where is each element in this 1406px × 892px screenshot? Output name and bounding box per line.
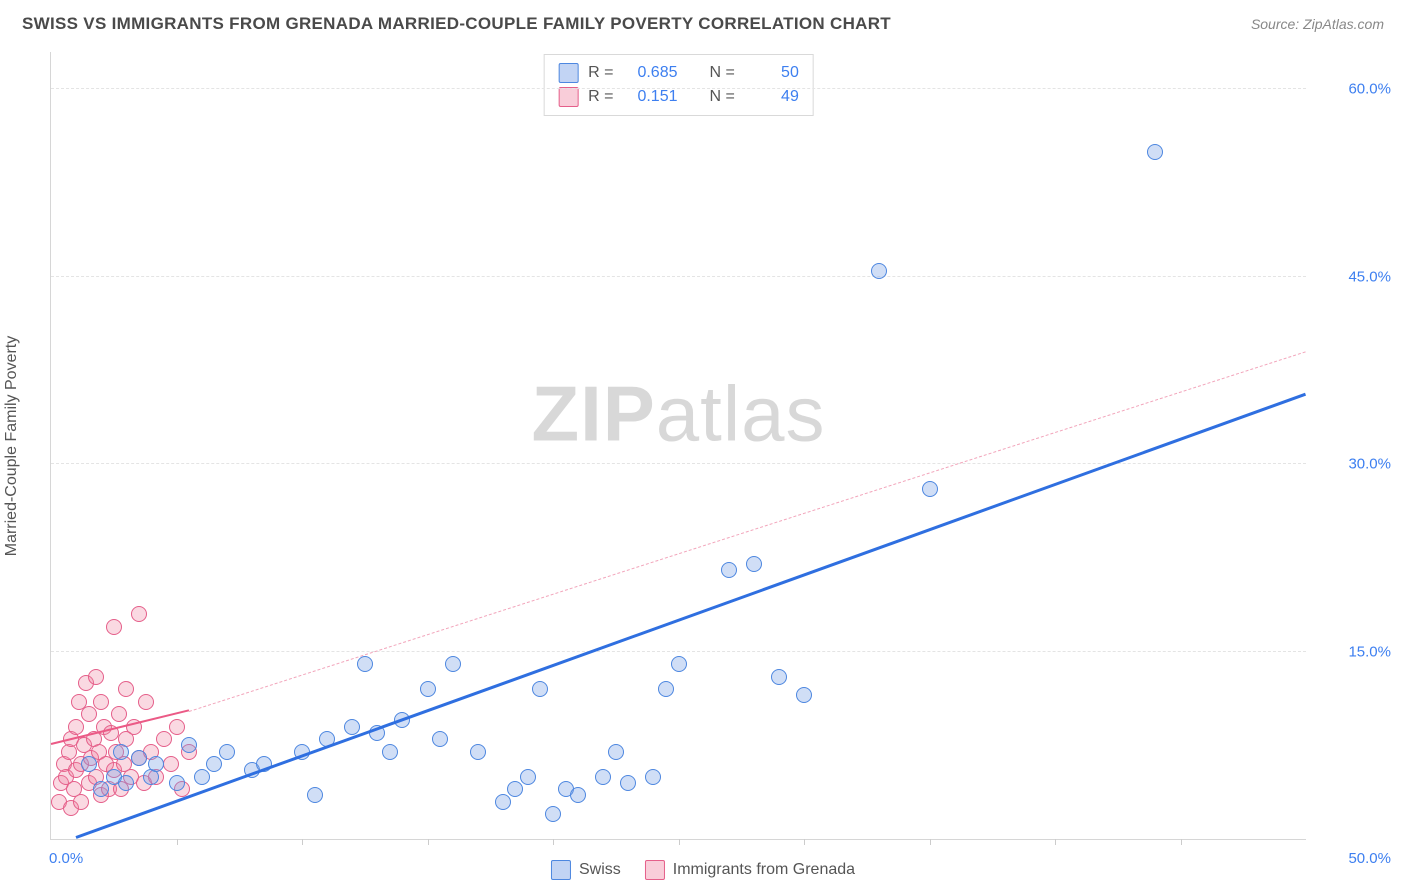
data-point xyxy=(194,769,210,785)
gridline xyxy=(51,276,1306,277)
legend-row-swiss: R = 0.685 N = 50 xyxy=(558,61,799,85)
x-minor-tick xyxy=(679,839,680,845)
data-point xyxy=(520,769,536,785)
x-minor-tick xyxy=(428,839,429,845)
data-point xyxy=(545,806,561,822)
data-point xyxy=(111,706,127,722)
source-attribution: Source: ZipAtlas.com xyxy=(1251,16,1384,32)
data-point xyxy=(156,731,172,747)
x-minor-tick xyxy=(804,839,805,845)
data-point xyxy=(420,681,436,697)
legend-item-swiss: Swiss xyxy=(551,860,621,880)
data-point xyxy=(148,756,164,772)
data-point xyxy=(113,744,129,760)
x-axis-max: 50.0% xyxy=(1316,850,1391,867)
data-point xyxy=(131,750,147,766)
swatch-pink xyxy=(558,87,578,107)
data-point xyxy=(1147,144,1163,160)
x-minor-tick xyxy=(1181,839,1182,845)
data-point xyxy=(106,619,122,635)
data-point xyxy=(645,769,661,785)
swatch-blue xyxy=(558,63,578,83)
correlation-legend: R = 0.685 N = 50 R = 0.151 N = 49 xyxy=(543,54,814,116)
data-point xyxy=(169,719,185,735)
legend-item-grenada: Immigrants from Grenada xyxy=(645,860,855,880)
data-point xyxy=(181,737,197,753)
x-minor-tick xyxy=(553,839,554,845)
swatch-pink xyxy=(645,860,665,880)
data-point xyxy=(796,687,812,703)
data-point xyxy=(721,562,737,578)
series-legend: Swiss Immigrants from Grenada xyxy=(551,860,855,880)
data-point xyxy=(658,681,674,697)
chart-header: SWISS VS IMMIGRANTS FROM GRENADA MARRIED… xyxy=(0,0,1406,42)
data-point xyxy=(507,781,523,797)
data-point xyxy=(432,731,448,747)
y-axis-label: Married-Couple Family Poverty xyxy=(3,336,21,557)
data-point xyxy=(118,775,134,791)
data-point xyxy=(357,656,373,672)
data-point xyxy=(382,744,398,760)
data-point xyxy=(206,756,222,772)
data-point xyxy=(608,744,624,760)
data-point xyxy=(68,719,84,735)
x-minor-tick xyxy=(177,839,178,845)
data-point xyxy=(671,656,687,672)
data-point xyxy=(219,744,235,760)
data-point xyxy=(93,781,109,797)
x-minor-tick xyxy=(302,839,303,845)
x-minor-tick xyxy=(930,839,931,845)
data-point xyxy=(532,681,548,697)
data-point xyxy=(88,669,104,685)
watermark: ZIPatlas xyxy=(531,369,825,460)
data-point xyxy=(922,481,938,497)
data-point xyxy=(118,681,134,697)
y-tick-label: 15.0% xyxy=(1316,643,1391,660)
x-minor-tick xyxy=(1055,839,1056,845)
data-point xyxy=(131,606,147,622)
y-tick-label: 30.0% xyxy=(1316,456,1391,473)
data-point xyxy=(138,694,154,710)
chart-title: SWISS VS IMMIGRANTS FROM GRENADA MARRIED… xyxy=(22,14,891,34)
data-point xyxy=(73,794,89,810)
data-point xyxy=(344,719,360,735)
y-tick-label: 45.0% xyxy=(1316,268,1391,285)
data-point xyxy=(445,656,461,672)
gridline xyxy=(51,88,1306,89)
y-tick-label: 60.0% xyxy=(1316,81,1391,98)
data-point xyxy=(595,769,611,785)
data-point xyxy=(93,694,109,710)
data-point xyxy=(871,263,887,279)
data-point xyxy=(470,744,486,760)
data-point xyxy=(495,794,511,810)
data-point xyxy=(771,669,787,685)
data-point xyxy=(169,775,185,791)
trend-line xyxy=(189,351,1306,712)
data-point xyxy=(307,787,323,803)
scatter-chart: ZIPatlas R = 0.685 N = 50 R = 0.151 N = … xyxy=(50,52,1306,840)
data-point xyxy=(81,756,97,772)
gridline xyxy=(51,651,1306,652)
data-point xyxy=(81,706,97,722)
data-point xyxy=(620,775,636,791)
data-point xyxy=(163,756,179,772)
x-axis-origin: 0.0% xyxy=(49,850,83,867)
data-point xyxy=(570,787,586,803)
trend-line xyxy=(76,393,1307,839)
data-point xyxy=(746,556,762,572)
swatch-blue xyxy=(551,860,571,880)
